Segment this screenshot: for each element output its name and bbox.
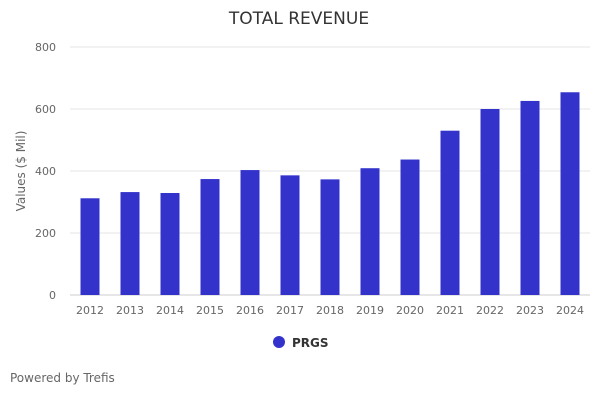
bars [80,92,580,295]
x-tick-label: 2017 [276,304,304,317]
bar-2016[interactable] [240,170,260,295]
bar-2020[interactable] [400,159,420,295]
x-tick-label: 2018 [316,304,344,317]
x-tick-label: 2016 [236,304,264,317]
bar-2018[interactable] [320,179,340,295]
x-tick-label: 2013 [116,304,144,317]
x-tick-label: 2022 [476,304,504,317]
y-tick-label: 400 [35,165,56,178]
y-axis-label: Values ($ Mil) [14,131,28,212]
x-tick-label: 2020 [396,304,424,317]
gridlines [70,46,590,296]
x-axis-ticks: 2012 2013 2014 2015 2016 2017 2018 2019 2020 2021… [76,304,584,317]
y-tick-label: 0 [49,289,56,302]
bar-2013[interactable] [120,192,140,295]
x-tick-label: 2023 [516,304,544,317]
bar-2019[interactable] [360,168,380,295]
x-tick-label: 2012 [76,304,104,317]
bar-2024[interactable] [560,92,580,295]
x-tick-label: 2019 [356,304,384,317]
legend[interactable]: PRGS [273,336,329,350]
y-tick-label: 800 [35,41,56,54]
bar-2021[interactable] [440,130,460,295]
bar-2017[interactable] [280,175,300,295]
chart-title: TOTAL REVENUE [228,9,369,29]
x-tick-label: 2021 [436,304,464,317]
y-axis-ticks: 0 200 400 600 800 [35,41,56,302]
bar-2014[interactable] [160,193,180,295]
y-tick-label: 600 [35,103,56,116]
bar-2023[interactable] [520,100,540,295]
x-tick-label: 2015 [196,304,224,317]
bar-2022[interactable] [480,109,500,295]
bar-2015[interactable] [200,179,220,295]
bar-2012[interactable] [80,198,100,295]
x-tick-label: 2014 [156,304,184,317]
powered-by-credit[interactable]: Powered by Trefis [10,371,115,385]
x-tick-label: 2024 [556,304,584,317]
y-tick-label: 200 [35,227,56,240]
legend-marker-prgs [273,336,285,348]
legend-label-prgs[interactable]: PRGS [292,336,329,350]
